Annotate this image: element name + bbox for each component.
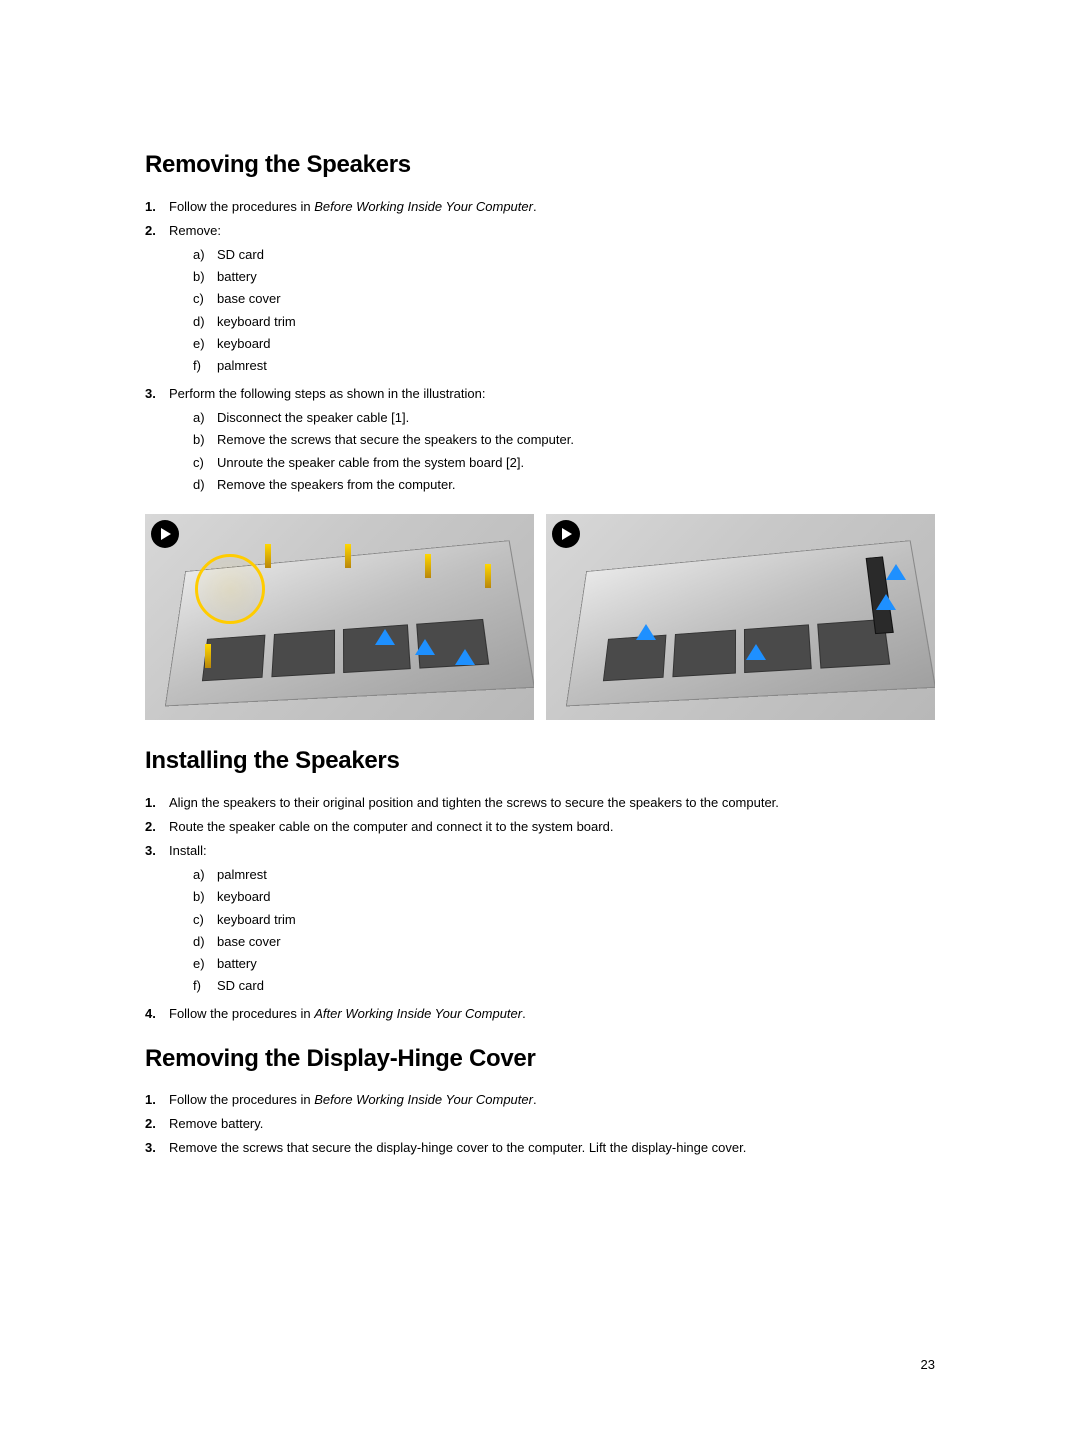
step-2: 2. Remove: a)SD card b)battery c)base co… — [145, 222, 935, 379]
illustration-row — [145, 514, 935, 720]
removing-speakers-steps: 1. Follow the procedures in Before Worki… — [145, 198, 935, 498]
step-content: Follow the procedures in After Working I… — [169, 1005, 935, 1023]
step-content: Remove: a)SD card b)battery c)base cover… — [169, 222, 935, 379]
step-content: Install: a)palmrest b)keyboard c)keyboar… — [169, 842, 935, 999]
arrow-icon — [415, 639, 435, 655]
heading-removing-speakers: Removing the Speakers — [145, 148, 935, 182]
step-3: 3. Install: a)palmrest b)keyboard c)keyb… — [145, 842, 935, 999]
step-1: 1. Follow the procedures in Before Worki… — [145, 1091, 935, 1109]
step-1: 1. Follow the procedures in Before Worki… — [145, 198, 935, 216]
screw-icon — [345, 544, 351, 568]
laptop-base-graphic — [566, 540, 935, 706]
arrow-icon — [746, 644, 766, 660]
arrow-icon — [455, 649, 475, 665]
perform-sublist: a)Disconnect the speaker cable [1]. b)Re… — [193, 409, 935, 494]
step-3: 3. Perform the following steps as shown … — [145, 385, 935, 498]
remove-sublist: a)SD card b)battery c)base cover d)keybo… — [193, 246, 935, 375]
step-content: Perform the following steps as shown in … — [169, 385, 935, 498]
screw-icon — [485, 564, 491, 588]
arrow-icon — [636, 624, 656, 640]
step-number: 2. — [145, 222, 169, 379]
play-icon — [151, 520, 179, 548]
step-4: 4. Follow the procedures in After Workin… — [145, 1005, 935, 1023]
screw-icon — [265, 544, 271, 568]
step-number: 3. — [145, 385, 169, 498]
removing-speakers-section: Removing the Speakers 1. Follow the proc… — [145, 148, 935, 720]
arrow-icon — [886, 564, 906, 580]
heading-installing-speakers: Installing the Speakers — [145, 744, 935, 778]
install-sublist: a)palmrest b)keyboard c)keyboard trim d)… — [193, 866, 935, 995]
step-2: 2. Remove battery. — [145, 1115, 935, 1133]
step-content: Follow the procedures in Before Working … — [169, 1091, 935, 1109]
highlight-circle — [195, 554, 265, 624]
installing-speakers-steps: 1. Align the speakers to their original … — [145, 794, 935, 1024]
heading-removing-hinge-cover: Removing the Display-Hinge Cover — [145, 1042, 935, 1076]
removing-hinge-section: Removing the Display-Hinge Cover 1. Foll… — [145, 1042, 935, 1158]
installing-speakers-section: Installing the Speakers 1. Align the spe… — [145, 744, 935, 1023]
arrow-icon — [375, 629, 395, 645]
arrow-icon — [876, 594, 896, 610]
step-2: 2. Route the speaker cable on the comput… — [145, 818, 935, 836]
illustration-panel-1 — [145, 514, 534, 720]
step-content: Follow the procedures in Before Working … — [169, 198, 935, 216]
removing-hinge-steps: 1. Follow the procedures in Before Worki… — [145, 1091, 935, 1158]
illustration-panel-2 — [546, 514, 935, 720]
step-number: 1. — [145, 198, 169, 216]
screw-icon — [425, 554, 431, 578]
step-3: 3. Remove the screws that secure the dis… — [145, 1139, 935, 1157]
page-number: 23 — [921, 1356, 935, 1374]
step-1: 1. Align the speakers to their original … — [145, 794, 935, 812]
screw-icon — [205, 644, 211, 668]
play-icon — [552, 520, 580, 548]
